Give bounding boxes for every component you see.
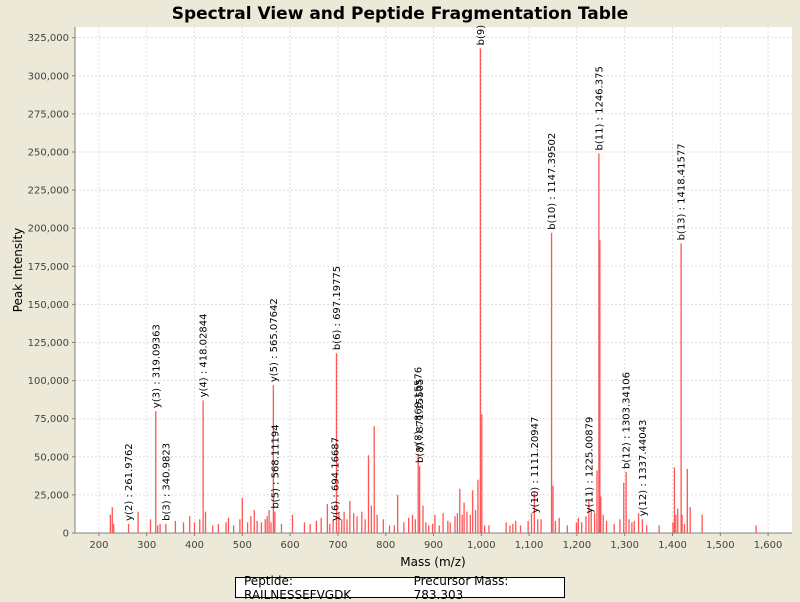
peak-annotation: y(8) : 868.15576 bbox=[414, 367, 425, 451]
peptide-label: Peptide: RAILNESSEFVGDK bbox=[244, 573, 352, 602]
x-axis-label: Mass (m/z) bbox=[400, 555, 465, 569]
x-tick-label: 800 bbox=[376, 540, 395, 551]
peak-annotation: y(10) : 1111.20947 bbox=[530, 417, 541, 514]
y-tick-label: 175,000 bbox=[28, 262, 69, 273]
peak-annotation: b(10) : 1147.39502 bbox=[547, 133, 558, 230]
peak-annotation: b(8) : 871.15505 bbox=[415, 379, 426, 463]
x-tick-label: 500 bbox=[233, 540, 252, 551]
x-tick-label: 200 bbox=[89, 540, 108, 551]
x-tick-label: 700 bbox=[328, 540, 347, 551]
x-tick-label: 600 bbox=[281, 540, 300, 551]
peak-annotation: b(11) : 1246.375 bbox=[594, 66, 605, 150]
x-tick-label: 1,400 bbox=[658, 540, 687, 551]
y-tick-label: 50,000 bbox=[34, 452, 69, 463]
y-tick-label: 250,000 bbox=[28, 147, 69, 158]
x-tick-label: 1,100 bbox=[515, 540, 544, 551]
x-tick-label: 300 bbox=[137, 540, 156, 551]
x-tick-label: 1,300 bbox=[610, 540, 639, 551]
x-tick-label: 1,600 bbox=[754, 540, 783, 551]
peptide-info-box: Peptide: RAILNESSEFVGDK Precursor Mass: … bbox=[235, 574, 565, 602]
y-axis-label: Peak Intensity bbox=[11, 228, 25, 313]
y-tick-label: 100,000 bbox=[28, 376, 69, 387]
peak-annotation: y(3) : 319.09363 bbox=[151, 324, 162, 408]
y-tick-label: 75,000 bbox=[34, 414, 69, 425]
x-tick-label: 900 bbox=[424, 540, 443, 551]
peak-annotation: y(6) : 694.16687 bbox=[331, 437, 342, 521]
peak-annotation: b(3) : 340.9823 bbox=[161, 443, 172, 521]
y-tick-label: 200,000 bbox=[28, 224, 69, 235]
peak-annotation: y(4) : 418.02844 bbox=[199, 314, 210, 398]
y-tick-label: 275,000 bbox=[28, 109, 69, 120]
chart-title: Spectral View and Peptide Fragmentation … bbox=[171, 4, 629, 24]
x-tick-label: 400 bbox=[185, 540, 204, 551]
y-tick-label: 300,000 bbox=[28, 71, 69, 82]
y-tick-label: 0 bbox=[63, 529, 69, 540]
y-tick-label: 150,000 bbox=[28, 300, 69, 311]
y-tick-label: 125,000 bbox=[28, 338, 69, 349]
peak-annotation: y(11) : 1225.00879 bbox=[584, 417, 595, 514]
x-tick-label: 1,000 bbox=[467, 540, 496, 551]
peak-annotation: b(5) : 568.11194 bbox=[270, 424, 281, 508]
peak-annotation: b(6) : 697.19775 bbox=[332, 266, 343, 350]
y-tick-label: 25,000 bbox=[34, 490, 69, 501]
y-tick-label: 325,000 bbox=[28, 33, 69, 44]
peak-annotation: b(9) bbox=[476, 25, 487, 46]
x-tick-label: 1,200 bbox=[563, 540, 592, 551]
y-tick-label: 225,000 bbox=[28, 186, 69, 197]
peak-annotation: y(5) : 565.07642 bbox=[269, 298, 280, 382]
precursor-mass-label: Precursor Mass: 783.303 bbox=[413, 573, 509, 602]
x-tick-label: 1,500 bbox=[706, 540, 735, 551]
peak-annotation: y(12) : 1337.44043 bbox=[638, 420, 649, 517]
peak-annotation: y(2) : 261.9762 bbox=[124, 443, 135, 521]
peak-annotation: b(12) : 1303.34106 bbox=[622, 372, 633, 469]
peak-annotation: b(13) : 1418.41577 bbox=[677, 143, 688, 240]
